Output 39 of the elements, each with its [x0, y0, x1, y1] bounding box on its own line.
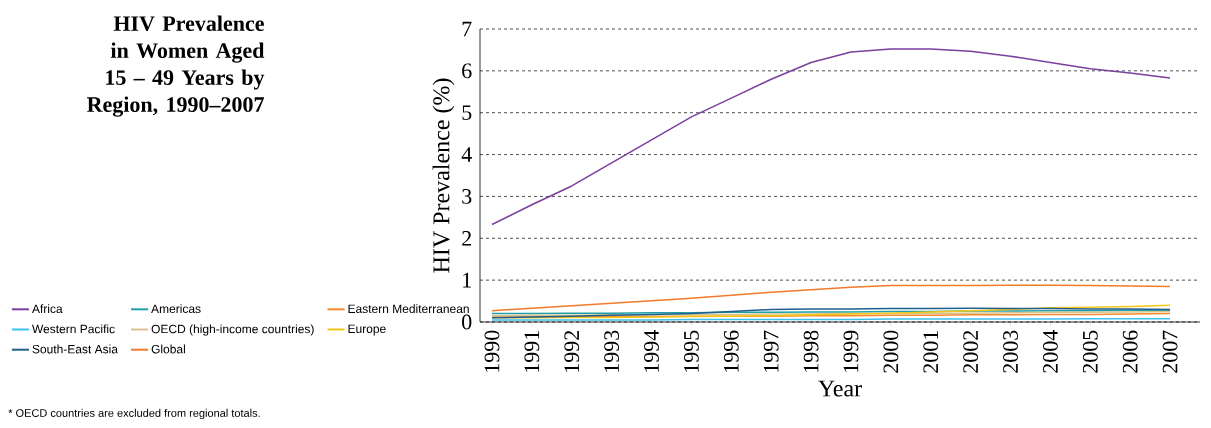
y-tick-label: 1 [463, 272, 471, 288]
x-tick-label: 2007 [1162, 330, 1178, 373]
legend-label: Global [151, 344, 185, 354]
x-tick-label: 1994 [644, 330, 659, 372]
x-tick-label: 2006 [1122, 330, 1138, 373]
y-tick-label: 4 [461, 147, 472, 162]
x-tick-label: 2001 [923, 331, 939, 373]
x-tick-label: 1997 [763, 330, 779, 372]
y-axis-title: HIV Prevalence (%) [432, 78, 455, 273]
legend-label: Eastern Mediterranean [348, 304, 469, 314]
x-tick-label: 2005 [1082, 330, 1098, 373]
line-series [491, 48, 1171, 226]
y-tick-label: 5 [462, 105, 472, 121]
x-tick-label: 1993 [604, 330, 620, 372]
x-tick-label: 1999 [843, 330, 859, 372]
x-axis-title: Year [818, 380, 862, 397]
x-tick-label: 2004 [1042, 330, 1058, 373]
y-tick-label: 3 [462, 189, 472, 204]
legend-label: Western Pacific [32, 324, 115, 334]
text: HIV Prevalence in Women Aged 15 – 49 Years by Region, 1990–2007 [87, 15, 265, 117]
y-tick-label: 7 [462, 21, 472, 37]
x-tick-label: 2000 [883, 330, 899, 373]
x-tick-label: 1991 [524, 331, 540, 372]
legend-label: Africa [31, 304, 63, 314]
y-tick-label: 0 [462, 314, 472, 330]
x-tick-label: 2002 [963, 331, 979, 373]
y-tick-label: 2 [462, 230, 471, 246]
legend-label: Americas [151, 304, 201, 314]
text: * OECD countries are excluded from regional totals. [8, 408, 260, 420]
x-tick-label: 1992 [564, 331, 580, 372]
x-tick-label: 1990 [484, 330, 500, 372]
x-tick-label: 2003 [1003, 330, 1018, 373]
x-tick-label: 1996 [723, 330, 739, 372]
y-tick-label: 6 [462, 63, 472, 79]
legend-label: South-East Asia [32, 344, 118, 354]
legend-label: OECD (high-income countries) [151, 324, 314, 336]
x-tick-label: 1998 [803, 330, 819, 372]
x-tick-label: 1995 [684, 330, 699, 372]
legend-label: Europe [348, 324, 386, 336]
